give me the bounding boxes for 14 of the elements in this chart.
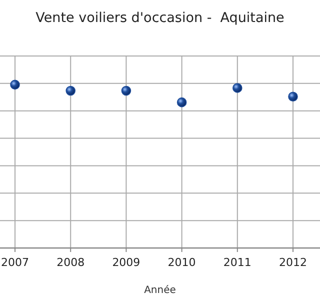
- point: [176, 97, 187, 108]
- x-tick-label: 2011: [223, 256, 252, 269]
- chart-title: Vente voiliers d'occasion - Aquitaine: [36, 10, 284, 26]
- x-tick-label: 2008: [56, 256, 85, 269]
- point: [121, 86, 132, 96]
- x-tick-label: 2010: [168, 256, 196, 269]
- x-tick-label: 2007: [1, 256, 29, 269]
- point: [288, 92, 298, 102]
- x-axis-title: Année: [144, 285, 176, 296]
- point: [232, 83, 242, 93]
- x-tick-label: 2009: [112, 256, 140, 269]
- point: [10, 80, 20, 90]
- x-tick-label: 2012: [279, 256, 307, 269]
- point: [66, 86, 76, 96]
